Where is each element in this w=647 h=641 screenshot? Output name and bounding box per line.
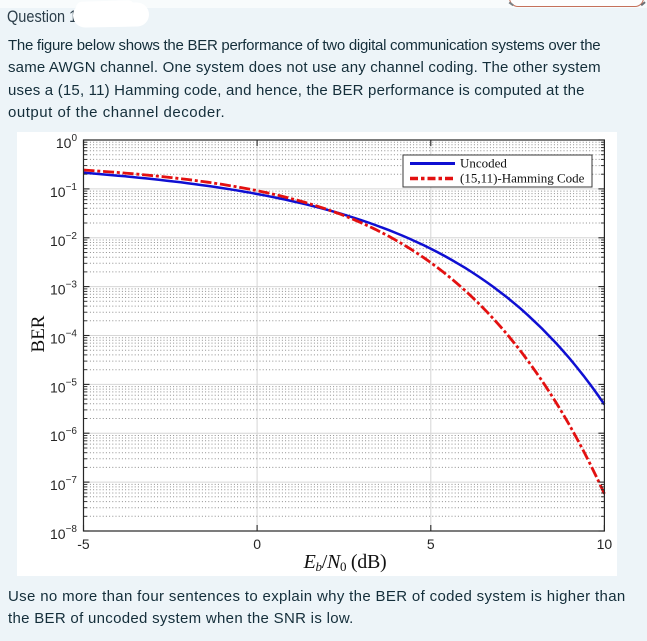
svg-text:(15,11)-Hamming Code: (15,11)-Hamming Code <box>460 171 585 186</box>
svg-text:BER: BER <box>28 315 49 352</box>
svg-text:5: 5 <box>427 536 435 552</box>
svg-text:-5: -5 <box>77 536 90 552</box>
svg-text:10: 10 <box>597 536 613 552</box>
svg-text:Eb/N0 (dB): Eb/N0 (dB) <box>303 551 387 574</box>
svg-text:Uncoded: Uncoded <box>460 156 507 171</box>
svg-text:0: 0 <box>253 536 261 552</box>
